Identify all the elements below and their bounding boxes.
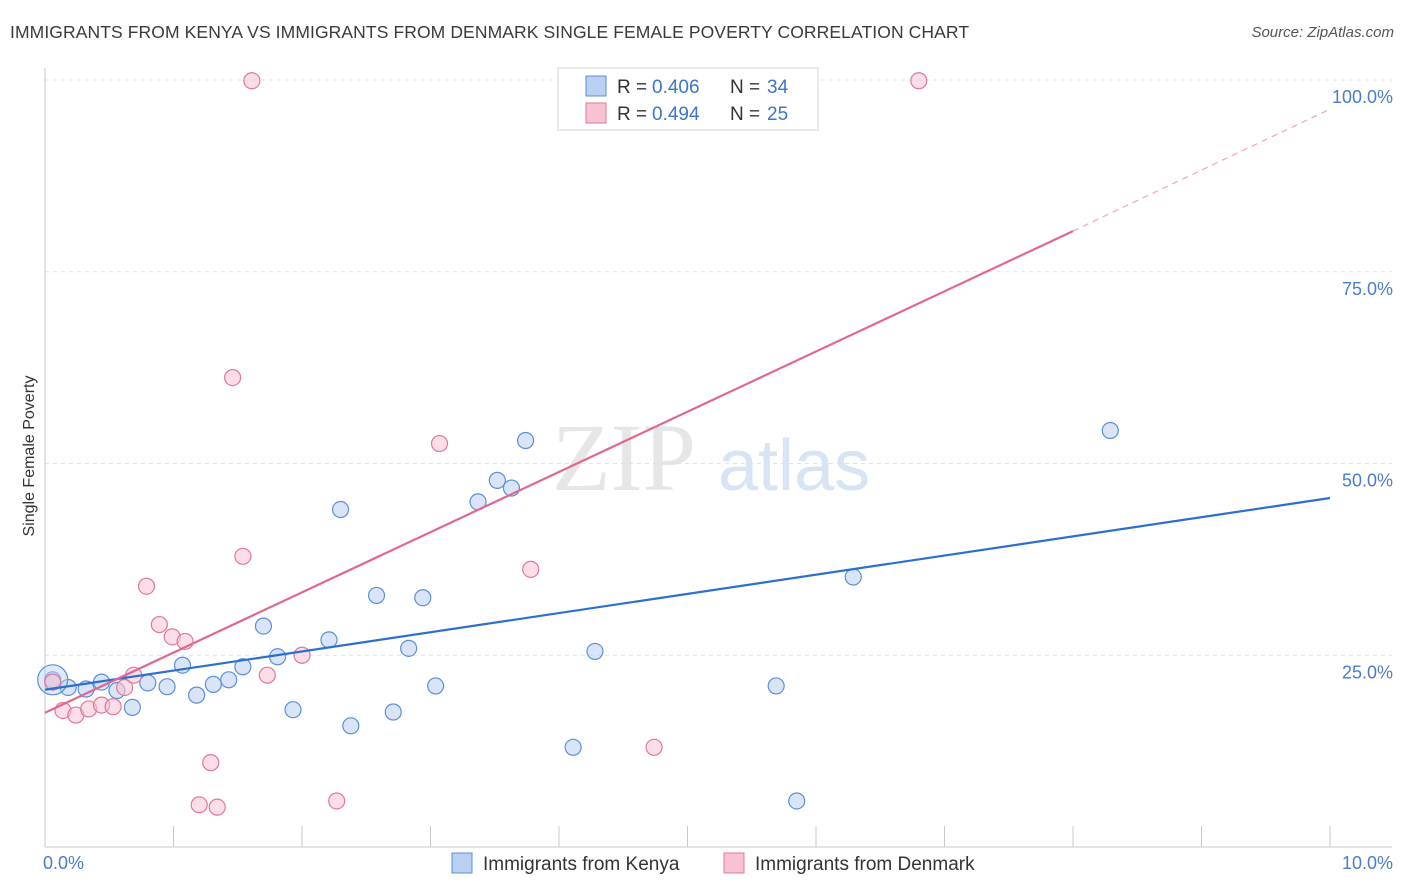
denmark-point-12: [202, 754, 220, 772]
legend-n-label-kenya: N =: [730, 77, 760, 98]
kenya-point-15: [284, 701, 302, 719]
kenya-point-7: [158, 678, 176, 696]
denmark-point-15: [224, 368, 242, 387]
axes: [44, 68, 1392, 848]
trend-lines: [44, 108, 1331, 714]
denmark-point-6: [116, 678, 134, 697]
legend-n-label-denmark: N =: [730, 104, 760, 125]
denmark-point-22: [522, 560, 540, 578]
denmark-point-20: [328, 792, 346, 810]
bottom-legend-swatch-denmark: [723, 852, 745, 874]
bottom-legend-swatch-kenya: [451, 852, 473, 874]
bottom-legend-label-denmark: Immigrants from Denmark: [755, 854, 975, 875]
series-kenya-points: [37, 421, 1119, 810]
denmark-point-16: [234, 547, 252, 565]
legend-r-value-denmark: 0.494: [652, 104, 700, 125]
legend-n-value-denmark: 25: [767, 104, 788, 125]
x-ticks: [173, 826, 1331, 847]
chart-title: IMMIGRANTS FROM KENYA VS IMMIGRANTS FROM…: [10, 22, 970, 42]
y-tick-label-25: 25.0%: [1342, 662, 1393, 682]
legend-swatch-kenya: [585, 75, 607, 97]
series-denmark-points: [44, 72, 928, 816]
kenya-point-10: [204, 675, 222, 693]
kenya-point-27: [516, 431, 535, 450]
y-axis-label: Single Female Poverty: [21, 376, 38, 537]
kenya-point-21: [400, 639, 418, 657]
denmark-point-23: [645, 738, 663, 756]
kenya-point-17: [331, 500, 350, 519]
denmark-point-14: [208, 798, 226, 816]
kenya-point-33: [1101, 421, 1119, 440]
kenya-point-32: [844, 568, 862, 586]
denmark-point-13: [190, 796, 208, 814]
denmark-point-17: [243, 72, 261, 90]
kenya-point-6: [139, 674, 157, 692]
denmark-trend-line: [44, 230, 1074, 714]
y-tick-label-50: 50.0%: [1342, 471, 1393, 491]
x-tick-label-min: 0.0%: [43, 853, 84, 873]
kenya-point-19: [367, 586, 386, 605]
kenya-point-22: [414, 589, 432, 607]
kenya-point-29: [586, 642, 604, 661]
legend-r-label-kenya: R =: [617, 77, 647, 98]
kenya-point-5: [123, 698, 141, 717]
legend-swatch-denmark: [585, 102, 607, 124]
denmark-point-21: [430, 434, 449, 453]
denmark-point-5: [104, 698, 122, 716]
kenya-point-23: [427, 677, 445, 695]
legend-r-value-kenya: 0.406: [652, 77, 700, 98]
kenya-point-9: [188, 686, 206, 704]
y-tick-labels: 25.0% 50.0% 75.0% 100.0%: [1332, 87, 1393, 682]
denmark-point-24: [910, 72, 928, 90]
kenya-point-11: [220, 671, 238, 689]
kenya-point-31: [788, 792, 806, 810]
denmark-point-18: [258, 666, 276, 684]
kenya-point-18: [342, 717, 360, 735]
kenya-point-28: [564, 738, 582, 756]
denmark-point-9: [150, 615, 168, 634]
watermark-atlas: atlas: [718, 426, 870, 506]
chart-source: Source: ZipAtlas.com: [1251, 24, 1394, 41]
bottom-legend: Immigrants from Kenya Immigrants from De…: [451, 852, 975, 875]
y-tick-label-100: 100.0%: [1332, 87, 1393, 107]
kenya-trend-line: [44, 496, 1331, 691]
legend-n-value-kenya: 34: [767, 77, 789, 98]
kenya-point-25: [488, 471, 506, 489]
watermark-zip: ZIP: [552, 404, 696, 511]
legend-r-label-denmark: R =: [617, 104, 647, 125]
bottom-legend-label-kenya: Immigrants from Kenya: [483, 854, 680, 875]
denmark-point-8: [137, 577, 156, 595]
kenya-point-13: [254, 617, 273, 635]
gridlines: [45, 79, 1392, 656]
kenya-point-12: [234, 658, 252, 676]
kenya-point-30: [767, 677, 785, 695]
x-tick-label-max: 10.0%: [1342, 853, 1393, 873]
denmark-point-0: [44, 673, 62, 691]
kenya-point-20: [384, 703, 402, 721]
denmark-trend-extension: [1072, 108, 1331, 232]
y-tick-label-75: 75.0%: [1342, 279, 1393, 299]
legend-box: R = 0.406 N = 34 R = 0.494 N = 25: [557, 67, 819, 131]
